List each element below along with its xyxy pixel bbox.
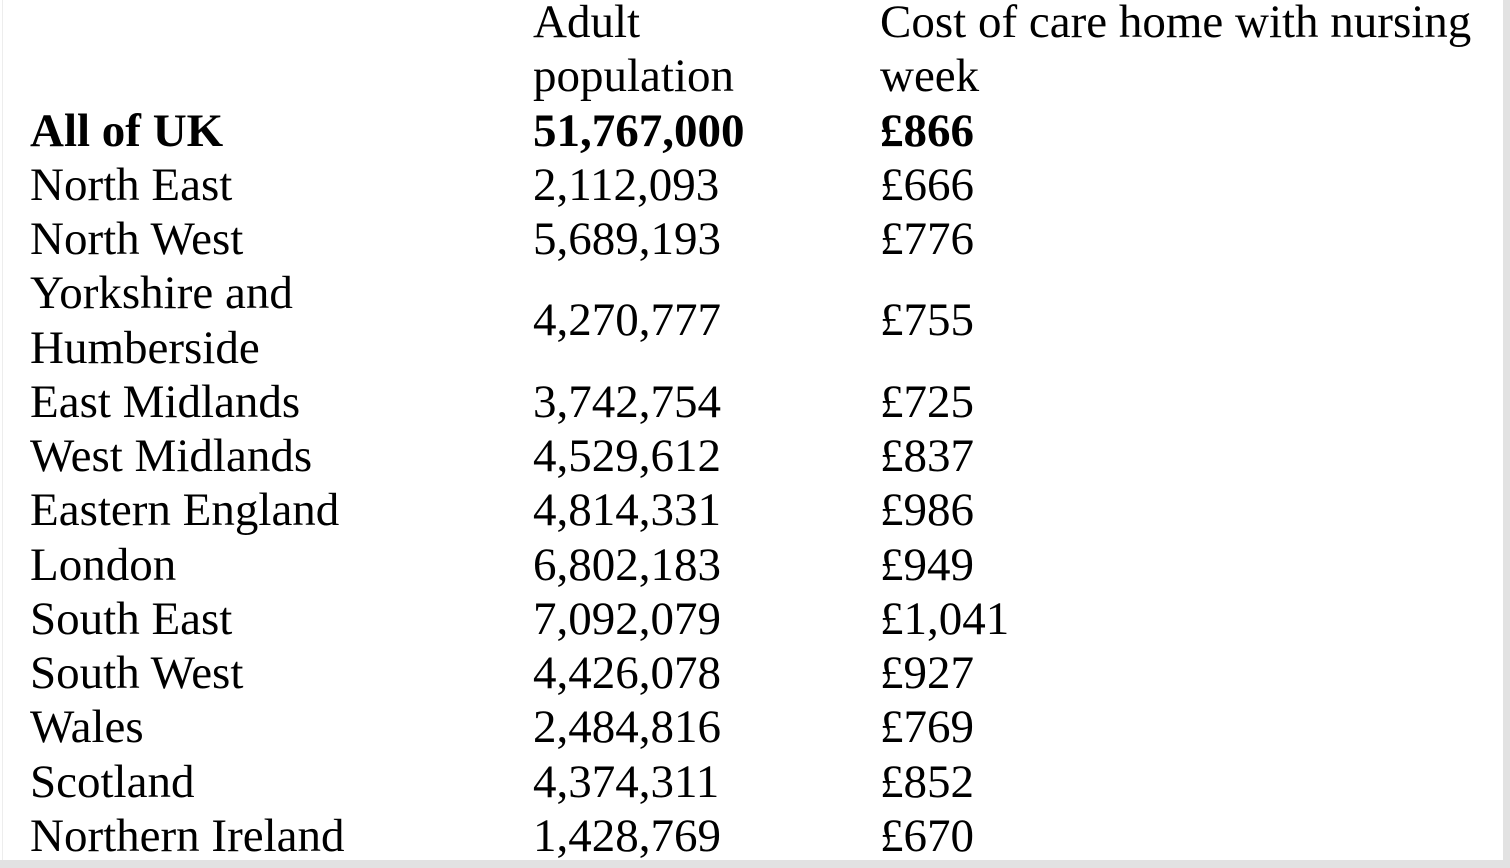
population-cell: 6,802,183 [533, 538, 721, 591]
table-row-south-west: South West 4,426,078 £927 [0, 646, 1503, 700]
region-cell: Northern Ireland [30, 809, 345, 862]
table-body: All of UK 51,767,000 £866 North East 2,1… [0, 104, 1503, 864]
table-row-northern-ireland: Northern Ireland 1,428,769 £670 [0, 809, 1503, 863]
column-header-population: Adult population [533, 0, 880, 104]
table-row-wales: Wales 2,484,816 £769 [0, 700, 1503, 754]
column-header-cost-line1: Cost of care home with nursing [880, 0, 1472, 48]
population-cell: 1,428,769 [533, 809, 721, 862]
table-row-all-of-uk: All of UK 51,767,000 £866 [0, 104, 1503, 158]
cost-cell: £986 [880, 484, 974, 537]
cost-cell: £852 [880, 755, 974, 808]
population-cell: 4,374,311 [533, 755, 720, 808]
region-cell: North West [30, 213, 244, 265]
table-row-north-east: North East 2,112,093 £666 [0, 158, 1503, 212]
cost-cell: £769 [880, 701, 974, 754]
region-cell: East Midlands [30, 375, 301, 428]
region-cell: London [30, 538, 177, 591]
cost-cell: £927 [880, 647, 974, 699]
cost-cell: £837 [880, 430, 974, 482]
table-row-north-west: North West 5,689,193 £776 [0, 212, 1503, 266]
bottom-page-gutter [0, 860, 1510, 868]
region-cell: All of UK [30, 104, 224, 157]
population-cell: 2,484,816 [533, 701, 721, 754]
header-row: Adult population Cost of care home with … [0, 0, 1503, 104]
table-row-eastern-england: Eastern England 4,814,331 £986 [0, 483, 1503, 537]
cost-cell: £666 [880, 158, 974, 211]
cost-cell: £670 [880, 809, 974, 862]
population-cell: 2,112,093 [533, 158, 720, 211]
table-header: Adult population Cost of care home with … [0, 0, 1503, 104]
population-cell: 5,689,193 [533, 213, 721, 265]
left-page-edge [2, 0, 3, 868]
column-header-cost: Cost of care home with nursing week [880, 0, 1503, 104]
cost-cell: £949 [880, 538, 974, 591]
population-cell: 7,092,079 [533, 592, 721, 645]
population-cell: 3,742,754 [533, 375, 721, 428]
region-cell: North East [30, 158, 233, 211]
column-header-population-line1: Adult [533, 0, 641, 48]
region-cell: Yorkshire and Humberside [30, 267, 293, 374]
cost-cell: £776 [880, 213, 974, 265]
region-cell: Eastern England [30, 484, 340, 537]
population-cell: 4,270,777 [533, 294, 721, 347]
right-page-gutter [1503, 0, 1510, 868]
cost-cell: £725 [880, 375, 974, 428]
table-row-west-midlands: West Midlands 4,529,612 £837 [0, 429, 1503, 483]
table-row-east-midlands: East Midlands 3,742,754 £725 [0, 375, 1503, 429]
region-cell: West Midlands [30, 430, 313, 482]
population-cell: 51,767,000 [533, 104, 745, 157]
table-row-yorkshire-and-humberside: Yorkshire and Humberside 4,270,777 £755 [0, 266, 1503, 375]
table-row-scotland: Scotland 4,374,311 £852 [0, 755, 1503, 809]
column-header-region [0, 0, 533, 104]
column-header-cost-line2: week [880, 50, 980, 103]
cost-cell: £866 [880, 104, 974, 157]
column-header-population-line2: population [533, 50, 735, 103]
region-cell: South West [30, 647, 244, 699]
cost-cell: £1,041 [880, 592, 1010, 645]
cost-cell: £755 [880, 294, 974, 347]
population-cell: 4,426,078 [533, 647, 721, 699]
region-cell: Scotland [30, 755, 195, 808]
region-cell: Wales [30, 701, 144, 754]
population-cell: 4,814,331 [533, 484, 721, 537]
population-cell: 4,529,612 [533, 430, 721, 482]
table-row-south-east: South East 7,092,079 £1,041 [0, 592, 1503, 646]
region-cell: South East [30, 592, 233, 645]
table-row-london: London 6,802,183 £949 [0, 538, 1503, 592]
